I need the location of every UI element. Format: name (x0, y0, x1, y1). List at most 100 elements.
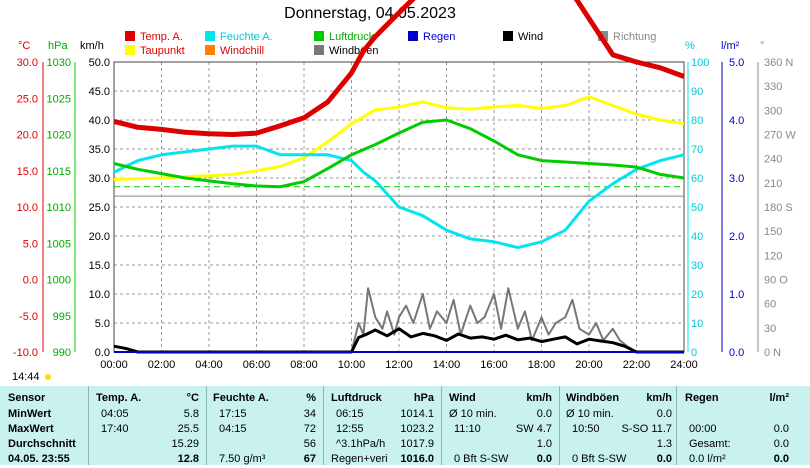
temp-tick-label: 25.0 (17, 93, 38, 105)
stats-gust-max-time: 10:50 (572, 423, 600, 435)
legend-swatch (503, 31, 513, 41)
stats-temp-max-time: 17:40 (101, 423, 129, 435)
stats-temp-max-value: 25.5 (177, 423, 199, 435)
stats-pressure-min-value: 1014.1 (400, 408, 434, 420)
stats-wind-current-value: 0.0 (536, 453, 552, 465)
legend-label-dewpoint: Taupunkt (140, 45, 185, 57)
wind-tick-label: 20.0 (89, 231, 110, 243)
stats-temp-avg-value: 15.29 (171, 438, 199, 450)
rain-tick-label: 1.0 (729, 289, 744, 301)
stats-wind-max-value: SW 4.7 (515, 423, 552, 435)
pressure-unit-header: hPa (48, 40, 68, 52)
direction-tick-label: 240 (764, 154, 782, 166)
wind-tick-label: 5.0 (95, 318, 110, 330)
temp-tick-label: 30.0 (17, 57, 38, 69)
pressure-tick-label: 1010 (47, 202, 71, 214)
stats-gust-avg-value: 0.0 (656, 408, 672, 420)
wind-tick-label: 0.0 (95, 347, 110, 359)
wind-tick-label: 25.0 (89, 202, 110, 214)
legend-label-rain: Regen (423, 31, 456, 43)
pressure-tick-label: 1015 (47, 166, 71, 178)
stats-header-gust: Windböen (566, 392, 620, 404)
x-tick-label: 16:00 (480, 359, 508, 371)
stats-label-max: MaxWert (8, 423, 54, 435)
direction-tick-label: 360 N (764, 57, 793, 69)
stats-gust-mean-value: 1.3 (656, 438, 672, 450)
stats-header-temp: Temp. A. (96, 392, 142, 404)
stats-pressure-min-time: 06:15 (336, 408, 364, 420)
stats-col-gust: Windböen km/h Ø 10 min. 0.0 10:50 S-SO 11.7… (559, 386, 677, 465)
stats-wind-beaufort: 0 Bft S-SW (454, 453, 509, 465)
x-tick-label: 24:00 (670, 359, 698, 371)
stats-col-temp: Temp. A. °C 04:05 5.8 17:40 25.5 15.29 12.8 (88, 386, 207, 465)
current-time-marker-dot (45, 374, 51, 380)
legend-swatch (205, 45, 215, 55)
direction-tick-label: 90 O (764, 275, 788, 287)
direction-tick-label: 60 (764, 299, 776, 311)
stats-label-avg: Durchschnitt (8, 438, 76, 450)
stats-pressure-trend: ^3.1hPa/h (336, 438, 386, 450)
stats-unit-wind: km/h (526, 392, 552, 404)
humidity-tick-label: 10 (691, 318, 703, 330)
legend-pressure: Luftdruck (314, 31, 374, 43)
rain-unit-header: l/m² (721, 40, 740, 52)
legend-label-humidity: Feuchte A. (220, 31, 273, 43)
legend-swatch (125, 45, 135, 55)
stats-pressure-avg-value: 1017.9 (400, 438, 434, 450)
humidity-tick-label: 100 (691, 57, 709, 69)
chart-title: Donnerstag, 04.05.2023 (284, 5, 456, 22)
humidity-tick-label: 70 (691, 144, 703, 156)
temp-tick-label: 15.0 (17, 166, 38, 178)
stats-unit-pressure: hPa (413, 392, 434, 404)
direction-tick-label: 30 (764, 323, 776, 335)
stats-unit-temp: °C (186, 392, 199, 404)
stats-header-rain: Regen (685, 392, 719, 404)
stats-header-humidity: Feuchte A. (213, 392, 269, 404)
legend-humidity: Feuchte A. (205, 31, 273, 43)
rain-tick-label: 5.0 (729, 57, 744, 69)
stats-humidity-avg-value: 56 (303, 438, 316, 450)
rain-tick-label: 2.0 (729, 231, 744, 243)
humidity-tick-label: 90 (691, 86, 703, 98)
wind-tick-label: 30.0 (89, 173, 110, 185)
legend-swatch (314, 45, 324, 55)
stats-rain-amount: 0.0 l/m² (689, 453, 726, 465)
direction-tick-label: 330 (764, 81, 782, 93)
legend-swatch (205, 31, 215, 41)
stats-humidity-min-time: 17:15 (219, 408, 247, 420)
stats-header-pressure: Luftdruck (331, 392, 382, 404)
weather-chart: 30.025.020.015.010.05.00.0-5.0-10.010301… (13, 0, 796, 380)
stats-unit-gust: km/h (646, 392, 672, 404)
stats-pressure-forecast: Regen+veri (331, 453, 388, 465)
pressure-tick-label: 1005 (47, 238, 71, 250)
x-tick-label: 00:00 (100, 359, 128, 371)
stats-col-pressure: Luftdruck hPa 06:15 1014.1 12:55 1023.2 ^3.… (323, 386, 442, 465)
wind-unit-header: km/h (80, 40, 104, 52)
temp-tick-label: 20.0 (17, 130, 38, 142)
temp-unit-header: °C (18, 40, 31, 52)
stats-unit-rain: l/m² (769, 392, 789, 404)
humidity-tick-label: 20 (691, 289, 703, 301)
direction-tick-label: 270 W (764, 130, 796, 142)
series-line-wind (113, 327, 684, 354)
stats-unit-humidity: % (306, 392, 316, 404)
stats-gust-max-value: S-SO 11.7 (621, 423, 672, 435)
stats-wind-mean-value: 1.0 (536, 438, 552, 450)
direction-tick-label: 180 S (764, 202, 793, 214)
temp-tick-label: 5.0 (23, 238, 38, 250)
series-line-windb-en (114, 287, 684, 353)
direction-tick-label: 300 (764, 105, 782, 117)
stats-humidity-absolute: 7.50 g/m³ (219, 453, 266, 465)
direction-tick-label: 0 N (764, 347, 781, 359)
legend-temp: Temp. A. (125, 31, 183, 43)
legend-swatch (125, 31, 135, 41)
wind-tick-label: 50.0 (89, 57, 110, 69)
legend-swatch (408, 31, 418, 41)
wind-tick-label: 35.0 (89, 144, 110, 156)
pressure-tick-label: 1000 (47, 275, 71, 287)
stats-humidity-max-value: 72 (303, 423, 316, 435)
stats-table: Sensor MinWert MaxWert Durchschnitt 04.0… (0, 386, 810, 465)
stats-gust-current-value: 0.0 (656, 453, 672, 465)
stats-rain-total-label: Gesamt: (689, 438, 731, 450)
temp-tick-label: 0.0 (23, 275, 38, 287)
